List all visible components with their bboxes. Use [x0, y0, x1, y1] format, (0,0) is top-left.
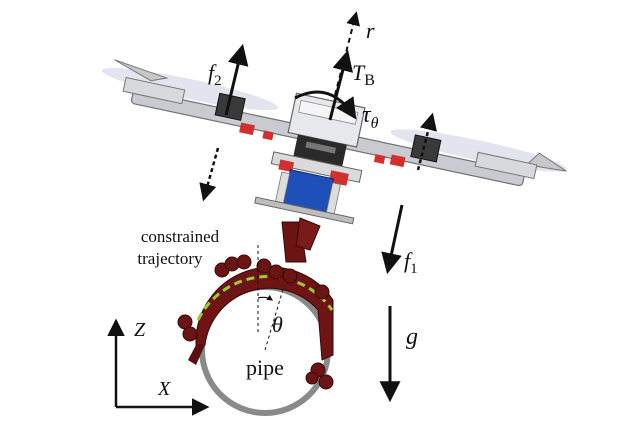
f2-dashed-arrow — [199, 147, 220, 202]
quadrotor-drone — [101, 59, 567, 225]
thrust-label: TB — [352, 60, 375, 89]
wheel-cluster-right — [305, 284, 334, 390]
thrust-arrow — [328, 49, 353, 121]
torque-label: τθ — [362, 102, 379, 132]
theta-arc — [257, 294, 273, 301]
pipe-label: pipe — [246, 355, 284, 380]
r-label: r — [366, 18, 375, 43]
torque-arrow — [294, 90, 357, 120]
f1-dashed-arrow — [416, 112, 437, 171]
f2-label: f2 — [208, 60, 222, 89]
trajectory-label-line1: constrained — [141, 227, 220, 246]
motor-right — [410, 134, 442, 163]
motor-left — [214, 92, 246, 121]
wheel-cluster-left — [177, 314, 198, 342]
wheel-cluster-top — [214, 254, 298, 284]
trajectory-label-line2: trajectory — [137, 249, 203, 268]
f2-arrow — [224, 43, 249, 116]
z-axis-label: Z — [134, 319, 146, 341]
constrained-trajectory-path — [196, 275, 334, 321]
gripper-mechanism — [177, 217, 334, 416]
gravity-label: g — [406, 324, 418, 350]
x-axis-label: X — [157, 378, 171, 400]
f1-label: f1 — [404, 248, 418, 277]
theta-arm-line — [264, 285, 285, 351]
gripper-arc — [195, 266, 334, 361]
f1-arrow — [381, 204, 404, 275]
theta-label: θ — [272, 312, 283, 337]
